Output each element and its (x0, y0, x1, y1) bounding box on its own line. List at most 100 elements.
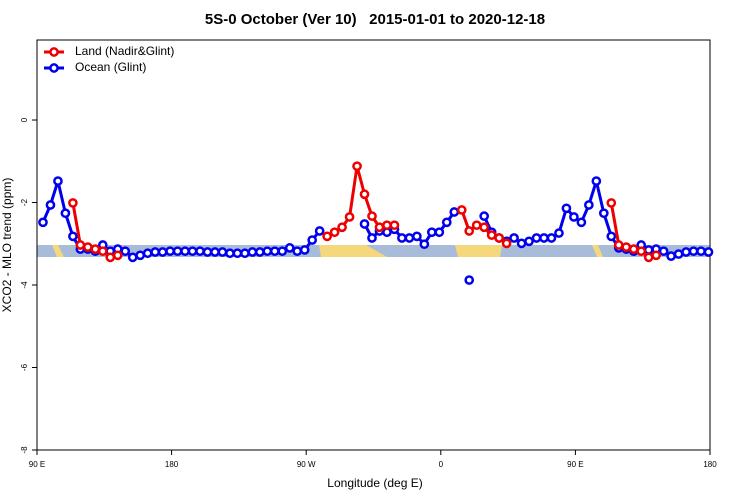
x-tick-label: 90 W (297, 460, 316, 469)
land-band (52, 245, 64, 257)
data-point (150, 247, 160, 257)
data-point (651, 250, 662, 261)
data-point (210, 247, 220, 257)
data-point (404, 233, 415, 243)
data-point (621, 242, 632, 252)
y-tick-label: -4 (20, 281, 29, 289)
land-band (319, 245, 387, 257)
data-point (82, 242, 93, 252)
data-point (277, 246, 288, 257)
data-point (606, 198, 617, 208)
data-point (486, 230, 497, 240)
data-point (576, 217, 587, 228)
data-point (187, 246, 198, 257)
data-point (479, 222, 490, 233)
data-point (643, 252, 654, 263)
data-point (217, 247, 228, 257)
data-point (254, 247, 265, 257)
data-point (434, 227, 445, 238)
data-point (292, 246, 303, 257)
data-point (225, 248, 235, 259)
data-point (673, 249, 684, 259)
data-point (120, 246, 131, 257)
y-tick-label: -6 (20, 363, 29, 371)
data-point (524, 236, 534, 247)
x-tick-label: 180 (165, 460, 179, 469)
data-point (344, 212, 355, 222)
chart-title: 5S-0 October (Ver 10) 2015-01-01 to 2020… (205, 11, 545, 28)
data-point (539, 233, 549, 243)
data-point (307, 235, 318, 245)
x-axis-label: Longitude (deg E) (327, 476, 422, 490)
legend-marker (49, 47, 59, 57)
data-point (613, 240, 624, 250)
data-point (240, 248, 250, 259)
data-point (105, 252, 116, 263)
data-point (112, 250, 123, 261)
data-point (606, 231, 617, 242)
data-point (658, 246, 669, 257)
legend-marker (49, 63, 59, 73)
data-point (419, 239, 430, 250)
data-point (382, 220, 392, 231)
data-point (359, 219, 370, 229)
data-point (68, 198, 78, 208)
data-point (456, 205, 467, 215)
data-point (90, 244, 101, 254)
data-point (591, 176, 602, 186)
data-point (165, 246, 175, 257)
data-point (412, 231, 422, 242)
data-point (546, 233, 557, 243)
data-point (688, 246, 699, 257)
y-tick-label: -8 (20, 446, 29, 454)
x-tick-label: 90 E (29, 460, 45, 469)
legend-label: Land (Nadir&Glint) (75, 44, 174, 58)
data-point (643, 245, 654, 255)
data-point (367, 211, 377, 221)
data-point (494, 233, 504, 243)
plot-frame (36, 39, 711, 451)
data-point (157, 247, 168, 257)
data-point (262, 246, 273, 257)
data-point (75, 240, 86, 250)
data-point (367, 233, 377, 243)
data-point (449, 207, 460, 217)
data-point (329, 227, 340, 238)
data-point (68, 231, 78, 242)
data-point (247, 247, 258, 257)
data-point (509, 233, 519, 243)
data-point (135, 250, 146, 261)
x-tick-label: 0 (439, 460, 444, 469)
data-point (703, 247, 714, 257)
data-point (501, 238, 512, 249)
legend-label: Ocean (Glint) (75, 60, 146, 74)
land-band (592, 245, 603, 257)
data-point (479, 211, 490, 221)
data-point (374, 222, 385, 233)
data-point (696, 246, 706, 257)
data-point (516, 238, 527, 249)
data-point (314, 226, 325, 236)
data-point (38, 217, 48, 228)
data-point (426, 227, 437, 238)
data-point (232, 248, 243, 259)
data-point (322, 231, 332, 242)
data-point (561, 203, 572, 214)
data-point (97, 246, 108, 257)
data-point (569, 212, 579, 222)
data-point (172, 246, 183, 257)
data-point (464, 226, 475, 236)
data-point (202, 247, 213, 257)
data-point (389, 220, 400, 231)
data-point (441, 217, 452, 228)
data-point (60, 208, 71, 219)
x-tick-label: 180 (703, 460, 717, 469)
data-point (127, 252, 138, 263)
data-point (681, 247, 691, 257)
data-point (554, 228, 564, 238)
y-axis-label: XCO2 - MLO trend (ppm) (0, 178, 14, 313)
y-tick-label: 0 (20, 117, 29, 122)
data-point (269, 246, 280, 257)
data-point (284, 243, 295, 253)
